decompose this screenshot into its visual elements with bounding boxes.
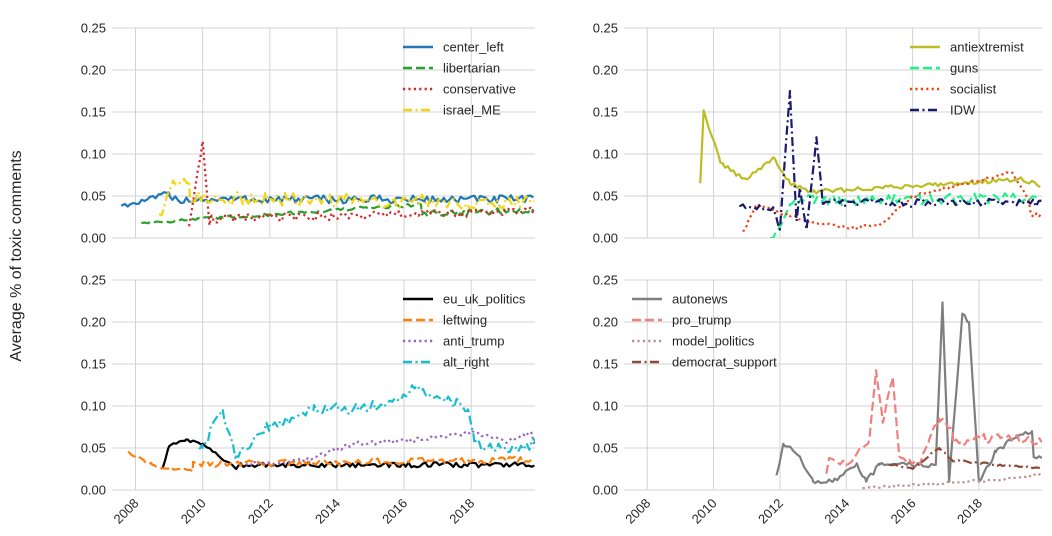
x-tick-label: 2010 [689,496,720,527]
series-line-center_left [121,191,534,208]
y-tick-label: 0.05 [81,441,106,456]
panel-top-left: 0.00 0.05 0.10 0.15 0.20 0.25 center_leftliber… [81,21,535,246]
series-line-pro_trump [825,369,1042,475]
legend-label: democrat_support [672,355,777,370]
x-tick-label: 2012 [245,496,276,527]
legend-label: pro_trump [672,313,731,328]
legend-label: guns [950,61,979,76]
series-line-conservative [188,140,535,227]
y-tick-label: 0.15 [81,357,106,372]
x-tick-label: 2010 [178,496,209,527]
legend-label: IDW [950,103,976,118]
series-line-libertarian [141,202,535,225]
y-tick-label: 0.00 [593,483,618,498]
legend-label: anti_trump [443,334,504,349]
y-tick-label: 0.15 [81,105,106,120]
panel-bottom-right: 0.00 0.05 0.10 0.15 0.20 0.25 2008 2010 2012 2014… [593,273,1042,527]
series-line-model_politics [861,473,1042,490]
series-line-alt_right [198,384,535,461]
y-tick-label: 0.05 [593,441,618,456]
legend-label: model_politics [672,334,755,349]
x-tick-label: 2016 [379,496,410,527]
x-tick-label: 2018 [446,496,477,527]
y-tick-label: 0.00 [81,231,106,246]
y-tick-label: 0.10 [81,399,106,414]
series-line-autonews [775,301,1042,485]
legend-label: socialist [950,82,997,97]
y-tick-label: 0.25 [593,21,618,36]
legend-label: center_left [443,40,504,55]
y-tick-label: 0.00 [593,231,618,246]
x-tick-label: 2008 [111,496,142,527]
legend-label: alt_right [443,355,490,370]
legend-label: israel_ME [443,103,501,118]
y-tick-label: 0.05 [593,189,618,204]
legend-label: conservative [443,82,516,97]
series-line-IDW [739,89,1042,231]
legend-label: antiextremist [950,40,1024,55]
y-tick-label: 0.25 [81,273,106,288]
y-tick-label: 0.15 [593,357,618,372]
y-tick-label: 0.20 [81,315,106,330]
y-tick-label: 0.20 [81,63,106,78]
series-line-democrat_support [888,446,1042,471]
series-line-antiextremist [699,109,1041,195]
panel-top-right: 0.00 0.05 0.10 0.15 0.20 0.25 antiextremist gun… [593,21,1042,246]
x-tick-label: 2016 [888,496,919,527]
x-tick-label: 2014 [312,496,343,527]
x-tick-label: 2012 [755,496,786,527]
y-tick-label: 0.20 [593,63,618,78]
y-tick-label: 0.25 [81,21,106,36]
series-line-israel_ME [158,177,535,217]
x-tick-label: 2018 [954,496,985,527]
y-tick-label: 0.25 [593,273,618,288]
y-axis-label: Average % of toxic comments [8,150,25,361]
y-tick-label: 0.20 [593,315,618,330]
y-tick-label: 0.10 [593,399,618,414]
y-tick-label: 0.05 [81,189,106,204]
x-tick-label: 2014 [821,496,852,527]
series-line-leftwing [127,451,535,473]
x-tick-label: 2008 [622,496,653,527]
y-tick-label: 0.15 [593,105,618,120]
y-tick-label: 0.10 [81,147,106,162]
y-tick-label: 0.00 [81,483,106,498]
series-line-guns [770,192,1042,238]
panel-bottom-left: 0.00 0.05 0.10 0.15 0.20 0.25 2008 2010 2012 2014… [81,273,535,527]
legend-label: leftwing [443,313,487,328]
legend-label: autonews [672,292,728,307]
y-tick-label: 0.10 [593,147,618,162]
legend-label: eu_uk_politics [443,292,526,307]
series-line-anti_trump [245,430,535,467]
legend-label: libertarian [443,61,500,76]
